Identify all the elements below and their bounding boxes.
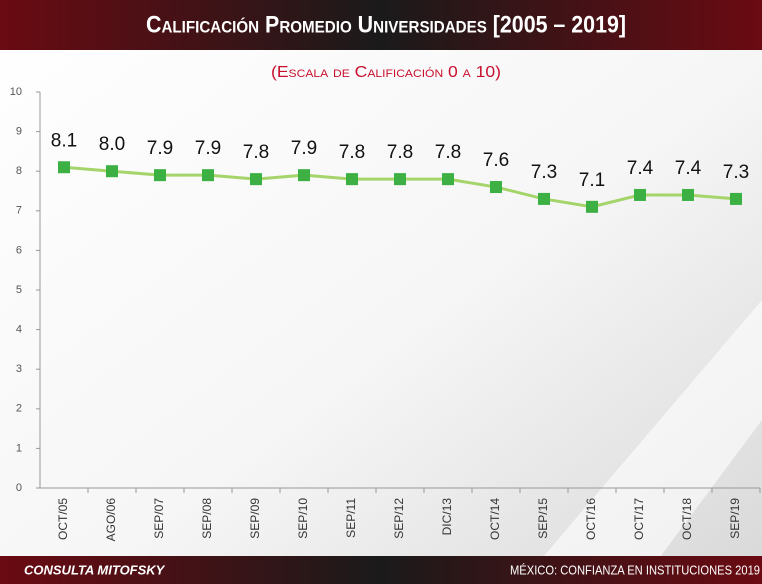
marker <box>634 188 646 201</box>
y-tick-label: 4 <box>16 324 22 336</box>
x-tick-label: SEP/11 <box>344 498 358 538</box>
y-tick-label: 0 <box>16 482 22 494</box>
marker <box>106 165 118 178</box>
x-tick-label: SEP/10 <box>296 498 310 539</box>
y-tick-label: 8 <box>16 165 22 177</box>
marker <box>202 169 214 182</box>
value-label: 7.3 <box>723 162 749 183</box>
value-label: 7.3 <box>531 162 557 183</box>
x-tick-label: SEP/07 <box>152 498 166 539</box>
value-label: 7.8 <box>339 142 365 163</box>
value-label: 7.4 <box>627 158 654 179</box>
footer-bar <box>0 556 762 584</box>
title-bar <box>0 0 762 50</box>
y-tick-label: 5 <box>16 284 22 296</box>
footer-left: CONSULTA MITOFSKY <box>24 562 166 577</box>
marker <box>394 173 406 186</box>
value-label: 7.9 <box>195 138 221 159</box>
x-tick-label: AGO/06 <box>104 498 118 542</box>
marker <box>298 169 310 182</box>
x-tick-label: SEP/12 <box>392 498 406 539</box>
decoration <box>520 300 762 584</box>
value-label: 7.8 <box>243 142 269 163</box>
x-tick-label: OCT/17 <box>632 498 646 540</box>
marker <box>586 200 598 213</box>
marker <box>490 181 502 194</box>
marker <box>442 173 454 186</box>
y-tick-label: 2 <box>16 403 22 415</box>
footer-right: MÉXICO: CONFIANZA EN INSTITUCIONES 2019 <box>510 562 760 577</box>
value-label: 7.6 <box>483 150 509 171</box>
x-tick-label: SEP/15 <box>536 498 550 539</box>
chart-subtitle: (Escala de Calificación 0 a 10) <box>271 64 501 81</box>
marker <box>58 161 70 174</box>
value-label: 7.8 <box>435 142 461 163</box>
x-tick-label: SEP/08 <box>200 498 214 539</box>
x-tick-label: OCT/16 <box>584 498 598 540</box>
marker <box>682 188 694 201</box>
chart-title: Calificación Promedio Universidades [200… <box>146 11 626 38</box>
marker <box>538 192 550 205</box>
y-tick-label: 6 <box>16 244 22 256</box>
marker <box>346 173 358 186</box>
x-tick-label: SEP/19 <box>728 498 742 539</box>
x-tick-label: OCT/05 <box>56 498 70 540</box>
marker <box>154 169 166 182</box>
x-tick-label: DIC/13 <box>440 498 454 536</box>
value-label: 7.8 <box>387 142 413 163</box>
marker <box>730 192 742 205</box>
value-label: 7.4 <box>675 158 702 179</box>
x-tick-label: OCT/18 <box>680 498 694 540</box>
marker <box>250 173 262 186</box>
value-label: 8.0 <box>99 134 125 155</box>
value-label: 7.9 <box>291 138 317 159</box>
y-tick-label: 7 <box>16 205 22 217</box>
value-label: 7.1 <box>579 170 605 191</box>
y-tick-label: 3 <box>16 363 22 375</box>
x-tick-label: SEP/09 <box>248 498 262 539</box>
y-tick-label: 9 <box>16 126 22 138</box>
x-tick-label: OCT/14 <box>488 498 502 540</box>
y-tick-label: 1 <box>16 442 22 454</box>
y-tick-label: 10 <box>10 86 22 98</box>
value-label: 8.1 <box>51 130 77 151</box>
value-label: 7.9 <box>147 138 173 159</box>
